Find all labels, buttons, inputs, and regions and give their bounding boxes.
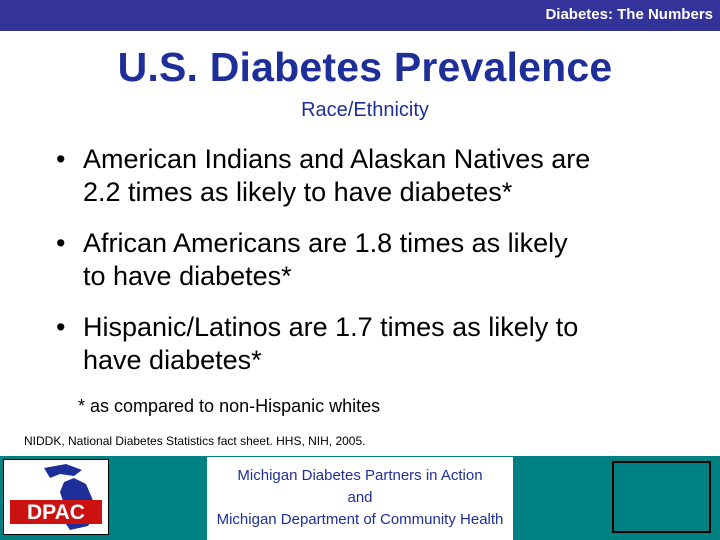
- top-bar: Diabetes: The Numbers: [0, 0, 720, 31]
- bullet-text-line: 2.2 times as likely to have diabetes*: [83, 177, 513, 207]
- bullet-marker: •: [56, 228, 66, 258]
- footer-line: Michigan Diabetes Partners in Action: [237, 467, 483, 484]
- footnote: * as compared to non-Hispanic whites: [78, 396, 381, 416]
- footer-partners: Michigan Diabetes Partners in Action and…: [207, 457, 513, 540]
- bullet-marker: •: [56, 312, 66, 342]
- footer-placeholder-box: [612, 461, 711, 533]
- footer-line: Michigan Department of Community Health: [216, 511, 504, 528]
- logo-text: DPAC: [27, 501, 85, 524]
- dpac-logo: DPAC: [3, 459, 109, 535]
- slide-subtitle: Race/Ethnicity: [301, 99, 429, 121]
- source-citation: NIDDK, National Diabetes Statistics fact…: [24, 434, 366, 448]
- bullet-text-line: to have diabetes*: [83, 261, 292, 291]
- bullet-text-line: Hispanic/Latinos are 1.7 times as likely…: [83, 312, 579, 342]
- bullet-marker: •: [56, 144, 66, 174]
- section-label: Diabetes: The Numbers: [545, 6, 713, 23]
- footer-line: and: [347, 489, 373, 506]
- bullet-list: • American Indians and Alaskan Natives a…: [56, 143, 706, 395]
- bullet-text-line: have diabetes*: [83, 345, 262, 375]
- slide-title: U.S. Diabetes Prevalence: [117, 44, 613, 90]
- bullet-text-line: American Indians and Alaskan Natives are: [83, 144, 591, 174]
- bullet-item: • American Indians and Alaskan Natives a…: [56, 143, 706, 209]
- bullet-item: • Hispanic/Latinos are 1.7 times as like…: [56, 311, 706, 377]
- bullet-item: • African Americans are 1.8 times as lik…: [56, 227, 706, 293]
- bullet-text-line: African Americans are 1.8 times as likel…: [83, 228, 568, 258]
